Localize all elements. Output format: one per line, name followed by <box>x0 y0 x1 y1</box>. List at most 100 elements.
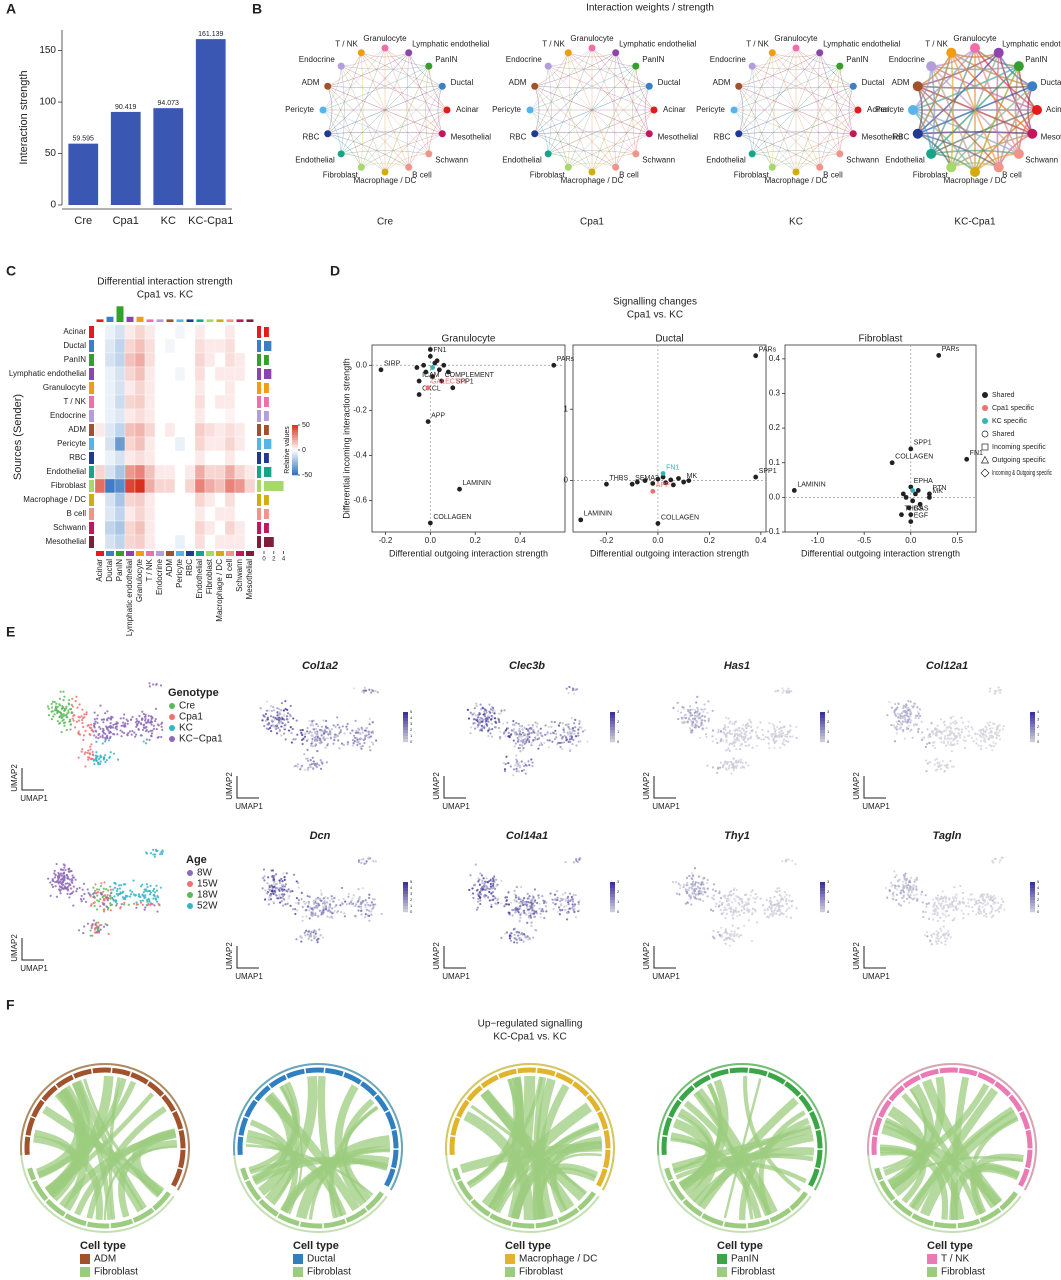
cell-dot <box>263 898 267 901</box>
edge <box>912 47 976 111</box>
heatmap-cell <box>244 394 256 410</box>
cell-dot <box>475 908 478 911</box>
legend-dot <box>169 703 175 709</box>
cell-dot <box>84 765 87 768</box>
heatmap-cell <box>104 380 116 396</box>
colorbar-step <box>292 450 298 453</box>
cell-dot <box>712 929 715 933</box>
legend-dot <box>169 736 175 742</box>
edge <box>752 47 797 67</box>
cell-dot <box>321 902 324 905</box>
cell-dot <box>51 885 55 889</box>
cell-dot <box>995 734 999 737</box>
col-color <box>136 551 144 556</box>
cell-dot <box>149 884 152 887</box>
cell-dot <box>565 918 569 921</box>
cell-dot <box>320 761 323 764</box>
cell-dot <box>294 738 297 741</box>
cell-dot <box>776 725 779 729</box>
cell-dot <box>901 720 904 723</box>
cell-dot <box>280 725 283 728</box>
cell-dot <box>86 922 90 925</box>
heatmap-cell <box>204 478 216 494</box>
cell-dot <box>68 720 71 723</box>
y-tick-label: 0.1 <box>769 458 781 467</box>
cell-dot <box>725 768 728 771</box>
cell-dot <box>515 886 518 889</box>
cell-dot <box>985 896 988 899</box>
cell-dot <box>749 725 753 729</box>
node-label: B cell <box>412 171 432 180</box>
cell-dot <box>510 932 513 935</box>
heatmap-cell <box>234 422 246 438</box>
heatmap-cell <box>204 534 216 550</box>
cell-dot <box>720 926 723 929</box>
edge <box>341 65 448 111</box>
cell-dot <box>118 884 121 887</box>
cell-dot <box>89 748 92 751</box>
cell-dot <box>791 735 794 738</box>
legend-dot <box>187 903 193 909</box>
cell-dot <box>55 862 58 866</box>
y-tick-label: 100 <box>39 97 56 108</box>
edge <box>547 65 637 155</box>
cell-dot <box>102 890 105 893</box>
edge <box>425 66 430 154</box>
heatmap-cell <box>214 352 226 368</box>
cell-dot <box>925 769 928 773</box>
cell-dot <box>94 923 97 926</box>
gene-title: Clec3b <box>509 660 545 672</box>
cell-dot <box>518 761 521 764</box>
cell-dot <box>768 905 771 909</box>
cell-dot <box>895 725 898 728</box>
edge <box>819 133 854 168</box>
cell-dot <box>972 740 975 743</box>
cell-dot <box>485 877 488 880</box>
cell-dot <box>737 895 740 898</box>
cell-dot <box>693 709 697 712</box>
edge <box>568 52 571 168</box>
cell-dot <box>505 931 509 934</box>
edge <box>917 85 1033 89</box>
edge <box>839 66 859 111</box>
heatmap-cell <box>194 380 206 396</box>
edge <box>322 109 342 154</box>
row-label: Endothelial <box>46 467 86 476</box>
cell-dot <box>781 732 784 735</box>
cell-dot <box>699 736 702 739</box>
cell-dot <box>686 901 689 904</box>
cell-dot <box>517 911 520 914</box>
cell-dot <box>744 731 747 734</box>
cell-dot <box>491 728 494 731</box>
cell-dot <box>723 894 726 898</box>
column-label: Lymphatic endothelial <box>125 559 134 636</box>
cell-dot <box>559 734 562 737</box>
cell-dot <box>526 935 529 938</box>
cell-dot <box>82 734 85 737</box>
cell-dot <box>741 761 744 764</box>
edge <box>529 109 593 173</box>
cell-dot <box>144 717 147 720</box>
edge <box>340 65 430 155</box>
cell-dot <box>153 894 156 897</box>
cell-dot <box>939 767 942 771</box>
cell-dot <box>787 858 790 861</box>
colorbar-step <box>610 721 615 725</box>
cell-dot <box>520 725 523 728</box>
cell-dot <box>139 885 143 888</box>
colorbar-step <box>1030 730 1035 734</box>
cell-dot <box>368 688 371 691</box>
cell-dot <box>81 748 84 751</box>
edge <box>361 52 443 134</box>
cell-dot <box>691 708 694 711</box>
edge <box>917 52 953 135</box>
cell-dot <box>730 930 733 933</box>
cell-dot <box>693 867 697 870</box>
heatmap-cell <box>104 492 116 508</box>
cell-dot <box>577 903 580 906</box>
cell-dot <box>305 929 308 932</box>
edge <box>930 66 936 154</box>
cell-dot <box>907 883 910 887</box>
node-label: RBC <box>510 132 527 141</box>
